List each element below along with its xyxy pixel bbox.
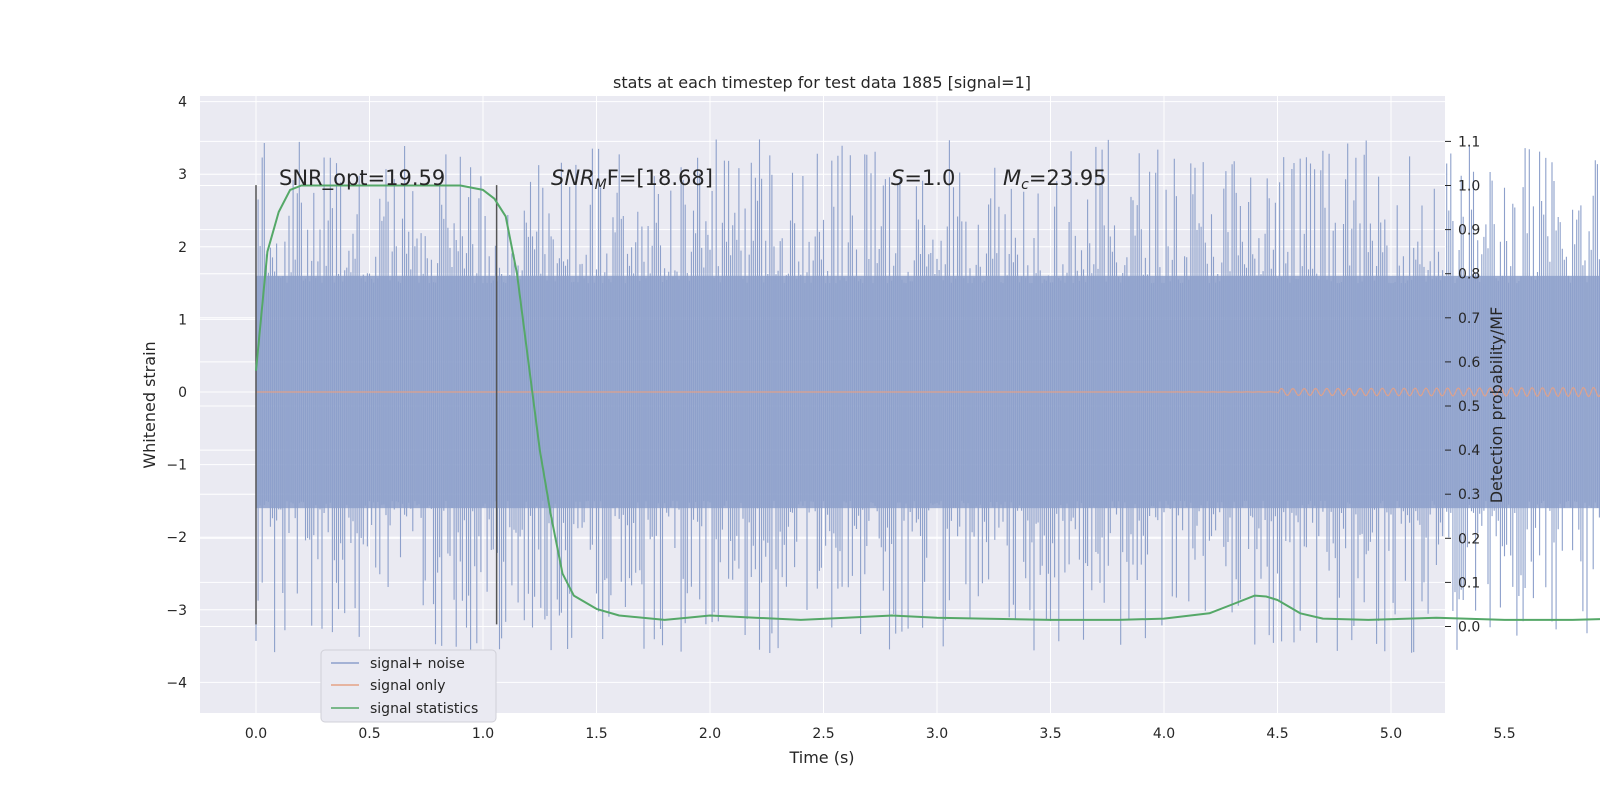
x-tick-label: 2.0	[699, 726, 721, 742]
x-axis-ticks: 0.00.51.01.52.02.53.03.54.04.55.05.56.06…	[245, 726, 1516, 742]
y2-tick-label: 0.8	[1458, 267, 1480, 283]
x-tick-label: 3.0	[926, 726, 948, 742]
series-signal-statistics	[255, 184, 1600, 621]
x-tick-label: 3.5	[1039, 726, 1061, 742]
y-tick-label: 0	[178, 385, 187, 401]
y2-axis-ticks: 0.0 0.1 0.2 0.3 0.4 0.5 0.6 0.7 0.8 0.9 1.0 1.1	[1445, 134, 1480, 636]
series-signal-only	[256, 386, 1600, 398]
annotation-snr-opt: SNR_opt=19.59	[279, 166, 445, 191]
x-tick-label: 5.5	[1493, 726, 1515, 742]
y2-tick-label: 0.6	[1458, 355, 1480, 371]
y2-tick-label: 0.9	[1458, 223, 1480, 239]
y2-tick-label: 0.1	[1458, 575, 1480, 591]
y-tick-label: 4	[178, 95, 187, 111]
x-tick-label: 1.5	[585, 726, 607, 742]
legend-label-signal-noise: signal+ noise	[370, 656, 465, 672]
legend-box	[320, 649, 497, 723]
legend: signal+ noise signal only signal statist…	[320, 649, 497, 723]
y2-tick-label: 0.2	[1458, 531, 1480, 547]
x-tick-label: 4.5	[1266, 726, 1288, 742]
y-tick-label: 2	[178, 240, 187, 256]
y2-tick-label: 1.1	[1458, 134, 1480, 150]
chirp-trace	[256, 386, 1600, 398]
annotation-snr-mf: SNRMF=[18.68]	[551, 166, 713, 193]
annotation-s: S=1.0	[891, 166, 955, 190]
x-tick-label: 4.0	[1153, 726, 1175, 742]
x-tick-label: 2.5	[812, 726, 834, 742]
y-tick-label: −4	[166, 675, 187, 691]
x-tick-label: 0.0	[245, 726, 267, 742]
y2-tick-label: 0.3	[1458, 487, 1480, 503]
y-tick-label: −1	[166, 458, 187, 474]
legend-label-signal-only: signal only	[370, 678, 445, 694]
y-tick-label: 3	[178, 167, 187, 183]
y2-tick-label: 0.5	[1458, 399, 1480, 415]
y-tick-label: 1	[178, 312, 187, 328]
y-axis-ticks: −4 −3 −2 −1 0 1 2 3 4	[166, 95, 187, 692]
x-tick-label: 5.0	[1380, 726, 1402, 742]
statistics-trace	[255, 184, 1600, 621]
x-axis-label: Time (s)	[788, 748, 854, 767]
y2-tick-label: 0.7	[1458, 311, 1480, 327]
y2-tick-label: 0.4	[1458, 443, 1480, 459]
y2-axis-label: Detection probability/MF	[1487, 307, 1506, 504]
y2-tick-label: 1.0	[1458, 179, 1480, 195]
y-axis-label: Whitened strain	[140, 341, 159, 468]
y-tick-label: −3	[166, 603, 187, 619]
annotation-mc: Mc=23.95	[1003, 166, 1107, 193]
chart-title: stats at each timestep for test data 188…	[613, 73, 1031, 92]
y-tick-label: −2	[166, 530, 187, 546]
y2-tick-label: 0.0	[1458, 620, 1480, 636]
vertical-markers	[255, 185, 498, 625]
x-tick-label: 1.0	[472, 726, 494, 742]
legend-label-signal-statistics: signal statistics	[370, 701, 478, 717]
x-tick-label: 0.5	[358, 726, 380, 742]
